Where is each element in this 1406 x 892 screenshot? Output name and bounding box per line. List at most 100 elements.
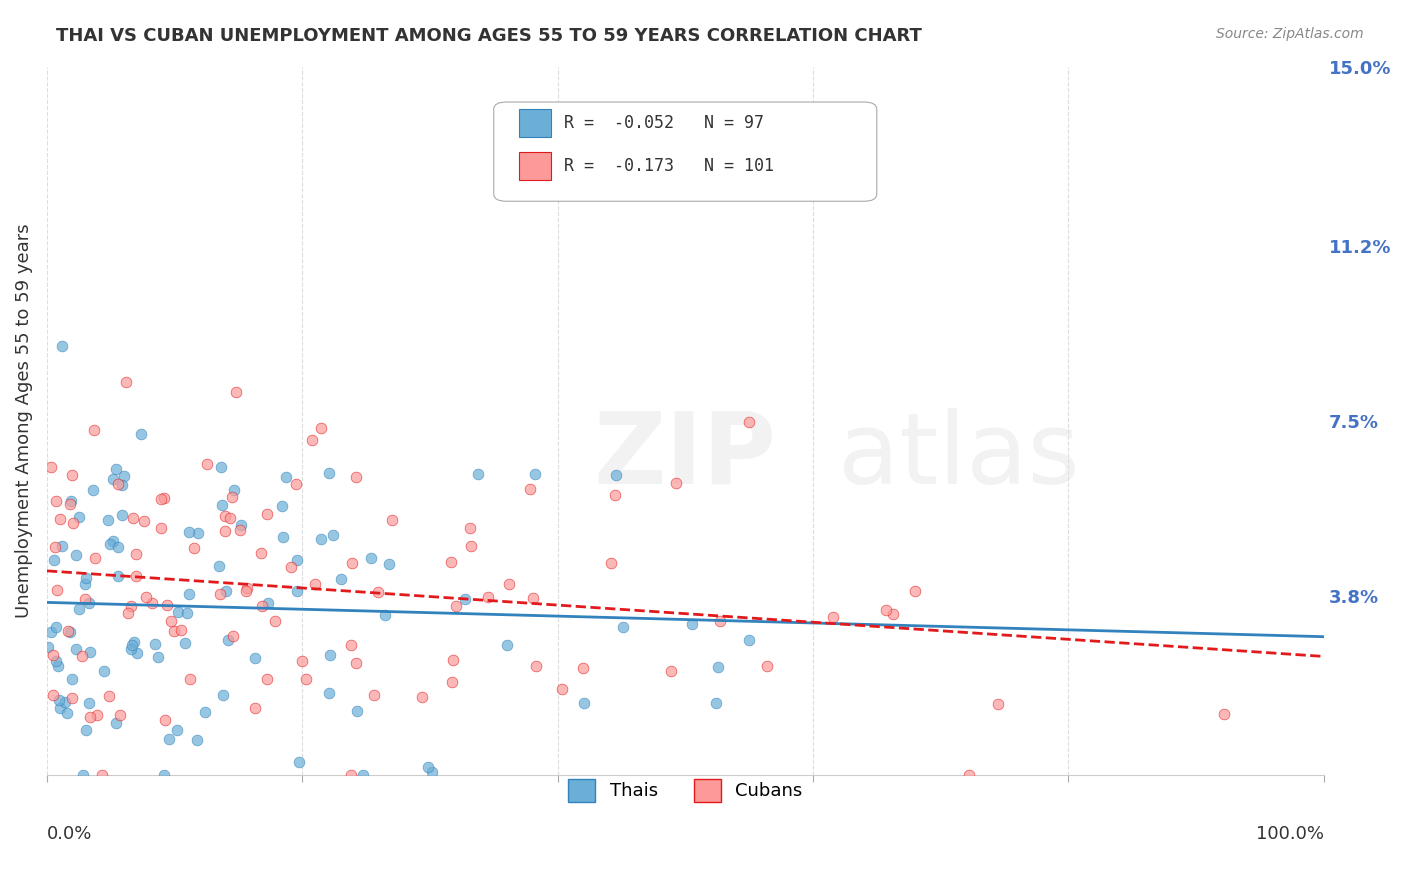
Thais (105, 715, 128, 730)
Cubans (957, 768, 980, 782)
Cubans (83, 423, 105, 437)
Cubans (756, 659, 779, 673)
Thais (271, 530, 294, 544)
Thais (120, 642, 142, 657)
Cubans (440, 674, 463, 689)
Thais (53, 695, 76, 709)
Thais (285, 584, 308, 599)
Cubans (59, 497, 82, 511)
Thais (318, 467, 340, 481)
Legend: Thais, Cubans: Thais, Cubans (561, 772, 810, 809)
Cubans (122, 511, 145, 525)
Thais (374, 608, 396, 623)
Thais (215, 583, 238, 598)
Cubans (218, 511, 240, 525)
Thais (93, 664, 115, 678)
Cubans (214, 524, 236, 538)
Thais (707, 659, 730, 673)
Cubans (304, 576, 326, 591)
Thais (157, 731, 180, 746)
Cubans (149, 492, 172, 507)
Cubans (70, 649, 93, 664)
Thais (524, 467, 547, 482)
Cubans (987, 697, 1010, 711)
Thais (288, 755, 311, 769)
Thais (55, 706, 77, 721)
Cubans (44, 540, 66, 554)
Thais (125, 646, 148, 660)
Cubans (86, 708, 108, 723)
Thais (67, 601, 90, 615)
Thais (285, 553, 308, 567)
Cubans (709, 614, 731, 628)
Cubans (91, 768, 114, 782)
Thais (65, 548, 87, 562)
Thais (346, 704, 368, 718)
Thais (319, 648, 342, 663)
Thais (352, 768, 374, 782)
Thais (67, 509, 90, 524)
Cubans (60, 467, 83, 482)
Thais (681, 616, 703, 631)
Thais (274, 469, 297, 483)
Cubans (134, 514, 156, 528)
Cubans (125, 569, 148, 583)
Thais (209, 460, 232, 475)
Text: R =  -0.052   N = 97: R = -0.052 N = 97 (564, 114, 763, 132)
Cubans (163, 624, 186, 638)
FancyBboxPatch shape (519, 109, 551, 137)
Cubans (149, 521, 172, 535)
Thais (75, 571, 97, 585)
Cubans (284, 477, 307, 491)
Cubans (42, 648, 65, 662)
Text: 100.0%: 100.0% (1256, 825, 1323, 843)
Cubans (340, 638, 363, 652)
Cubans (252, 599, 274, 613)
Cubans (110, 707, 132, 722)
Thais (454, 592, 477, 607)
Cubans (264, 615, 287, 629)
Cubans (250, 546, 273, 560)
Thais (322, 528, 344, 542)
Cubans (440, 555, 463, 569)
Thais (243, 650, 266, 665)
Cubans (460, 539, 482, 553)
Cubans (120, 599, 142, 614)
Cubans (522, 591, 544, 606)
Thais (177, 525, 200, 540)
Cubans (243, 700, 266, 714)
Cubans (214, 508, 236, 523)
Cubans (75, 592, 97, 607)
Cubans (498, 577, 520, 591)
Cubans (160, 615, 183, 629)
Cubans (738, 415, 761, 429)
Cubans (477, 590, 499, 604)
Thais (217, 632, 239, 647)
Cubans (665, 475, 688, 490)
Thais (112, 469, 135, 483)
Cubans (117, 606, 139, 620)
Thais (121, 638, 143, 652)
Thais (211, 498, 233, 512)
Thais (212, 688, 235, 702)
Thais (51, 339, 73, 353)
Cubans (79, 709, 101, 723)
Thais (186, 732, 208, 747)
Thais (60, 494, 83, 508)
Cubans (209, 587, 232, 601)
Cubans (135, 591, 157, 605)
Thais (39, 625, 62, 640)
Cubans (344, 469, 367, 483)
Cubans (346, 656, 368, 670)
Thais (82, 483, 104, 498)
Cubans (256, 672, 278, 686)
Thais (256, 596, 278, 610)
Cubans (904, 584, 927, 599)
Cubans (1213, 707, 1236, 722)
Cubans (526, 659, 548, 673)
Thais (101, 534, 124, 549)
Cubans (280, 559, 302, 574)
Cubans (551, 682, 574, 697)
Thais (107, 569, 129, 583)
Cubans (141, 596, 163, 610)
